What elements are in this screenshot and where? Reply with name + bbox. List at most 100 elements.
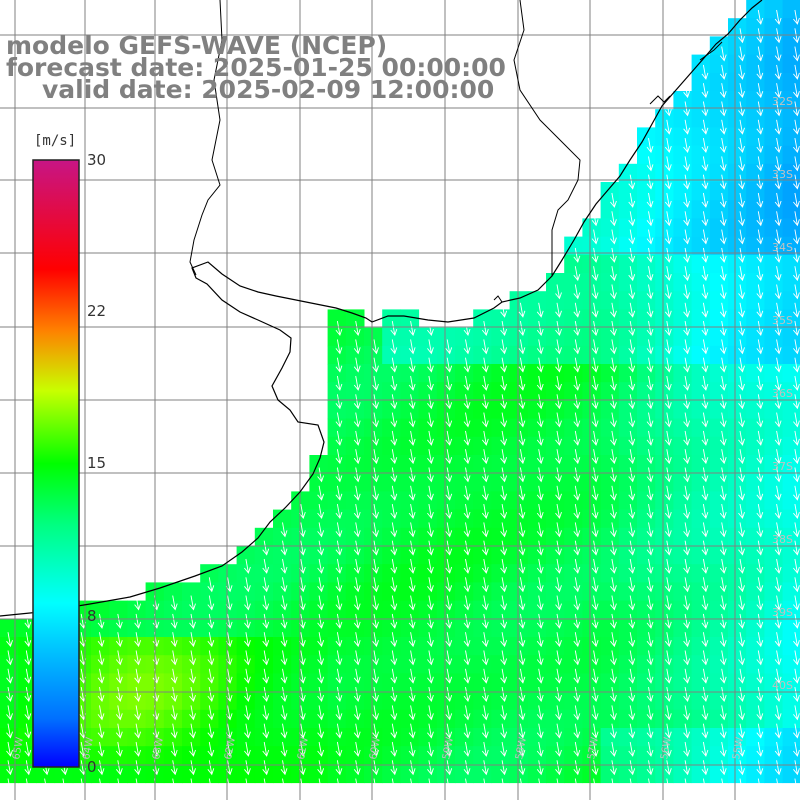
- wind-arrow: [683, 394, 691, 410]
- wind-arrow: [555, 687, 562, 703]
- wind-arrow: [115, 650, 123, 666]
- colorbar-tick-30: 30: [87, 151, 107, 169]
- wind-arrow: [628, 375, 636, 391]
- wind-arrow: [591, 778, 599, 794]
- wind-arrow: [97, 723, 105, 739]
- wind-arrow: [756, 430, 764, 446]
- wind-speed-cell: [637, 637, 656, 656]
- wind-arrow: [427, 449, 434, 465]
- wind-speed-cell: [709, 709, 729, 729]
- wind-speed-cell: [655, 455, 674, 474]
- wind-arrow: [244, 613, 251, 629]
- wind-speed-cell: [455, 473, 474, 492]
- wind-speed-cell: [764, 400, 784, 420]
- wind-arrow: [481, 504, 489, 520]
- wind-arrow: [610, 211, 617, 227]
- wind-speed-cell: [564, 345, 583, 365]
- wind-arrow: [793, 119, 800, 135]
- wind-arrow: [24, 723, 32, 739]
- wind-arrow: [481, 668, 489, 684]
- wind-arrow: [335, 595, 343, 611]
- wind-arrow: [518, 540, 526, 556]
- wind-arrow: [793, 741, 800, 757]
- wind-arrow: [262, 540, 270, 556]
- wind-speed-cell: [163, 746, 183, 765]
- wind-arrow: [427, 687, 434, 703]
- wind-arrow: [390, 467, 398, 483]
- wind-arrow: [353, 321, 361, 337]
- wind-arrow: [536, 357, 544, 373]
- wind-speed-cell: [345, 455, 365, 474]
- wind-arrow: [207, 741, 215, 757]
- longitude-label: 55W: [731, 736, 746, 760]
- wind-arrow: [591, 650, 599, 666]
- wind-arrow: [134, 687, 142, 703]
- wind-arrow: [445, 485, 453, 501]
- wind-speed-cell: [218, 637, 238, 656]
- wind-arrow: [738, 595, 745, 611]
- wind-arrow: [793, 64, 800, 80]
- wind-arrow: [189, 595, 196, 611]
- wind-speed-cell: [546, 564, 565, 583]
- wind-arrow: [774, 138, 782, 154]
- wind-arrow: [6, 632, 13, 648]
- wind-arrow: [738, 522, 745, 538]
- wind-speed-cell: [455, 673, 474, 693]
- wind-arrow: [372, 760, 379, 776]
- wind-arrow: [701, 687, 709, 703]
- wind-arrow: [664, 741, 672, 757]
- wind-speed-cell: [400, 455, 420, 474]
- wind-arrow: [372, 778, 379, 794]
- wind-arrow: [353, 668, 361, 684]
- wind-speed-cell: [436, 564, 456, 583]
- wind-speed-cell: [527, 455, 547, 474]
- wind-speed-cell: [236, 728, 256, 747]
- wind-arrow: [628, 504, 636, 520]
- wind-arrow: [628, 632, 636, 648]
- wind-arrow: [591, 321, 599, 337]
- wind-speed-cell: [782, 218, 800, 238]
- wind-arrow: [244, 595, 251, 611]
- wind-arrow: [463, 668, 471, 684]
- wind-speed-cell: [364, 327, 383, 347]
- wind-arrow: [664, 174, 672, 190]
- wind-arrow: [664, 504, 672, 520]
- wind-arrow: [555, 357, 562, 373]
- wind-speed-cell: [364, 382, 383, 401]
- wind-speed-cell: [655, 673, 674, 693]
- wind-arrow: [573, 375, 581, 391]
- wind-speed-cell: [418, 564, 438, 583]
- wind-arrow: [756, 412, 764, 428]
- wind-arrow: [646, 577, 654, 593]
- wind-speed-cell: [309, 764, 329, 784]
- border-line: [493, 295, 503, 303]
- wind-arrow: [555, 540, 562, 556]
- wind-speed-cell: [182, 600, 201, 620]
- wind-arrow: [463, 632, 471, 648]
- wind-arrow: [500, 613, 508, 629]
- wind-arrow: [518, 577, 526, 593]
- wind-speed-cell: [527, 436, 547, 456]
- wind-arrow: [335, 375, 343, 391]
- wind-arrow: [591, 467, 599, 483]
- wind-arrow: [573, 650, 581, 666]
- wind-speed-cell: [673, 582, 693, 602]
- wind-arrow: [97, 668, 105, 684]
- wind-speed-cell: [600, 600, 620, 620]
- wind-speed-cell: [327, 473, 347, 492]
- wind-speed-cell: [455, 728, 474, 747]
- longitude-label: 62W: [223, 736, 238, 760]
- wind-arrow: [664, 632, 672, 648]
- wind-arrow: [97, 650, 105, 666]
- wind-arrow: [573, 504, 581, 520]
- wind-arrow: [793, 760, 800, 776]
- wind-arrow: [445, 577, 453, 593]
- wind-speed-cell: [637, 618, 656, 638]
- wind-arrow: [610, 302, 617, 318]
- wind-speed-cell: [782, 473, 800, 492]
- wind-arrow: [536, 705, 544, 721]
- wind-speed-cell: [327, 618, 347, 638]
- wind-speed-cell: [273, 746, 292, 765]
- wind-speed-cell: [618, 709, 638, 729]
- wind-arrow: [701, 723, 709, 739]
